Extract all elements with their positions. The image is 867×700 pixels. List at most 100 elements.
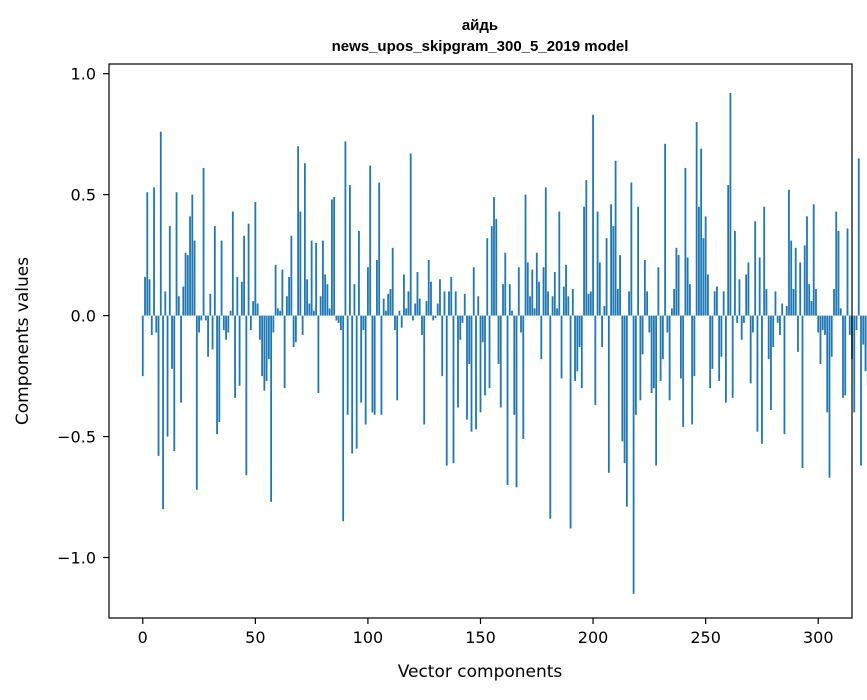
bar bbox=[223, 316, 225, 331]
x-axis-label: Vector components bbox=[398, 662, 563, 682]
bar bbox=[748, 262, 750, 315]
bar bbox=[299, 212, 301, 316]
bar bbox=[660, 316, 662, 381]
bar bbox=[743, 316, 745, 323]
bar bbox=[437, 304, 439, 316]
bar bbox=[826, 316, 828, 413]
x-tick-label: 50 bbox=[245, 628, 265, 647]
bar bbox=[509, 284, 511, 315]
bar bbox=[696, 122, 698, 316]
bar bbox=[360, 316, 362, 403]
bar bbox=[345, 141, 347, 315]
bar bbox=[833, 289, 835, 316]
bar bbox=[203, 168, 205, 316]
bar bbox=[459, 316, 461, 340]
bar bbox=[516, 316, 518, 488]
bar bbox=[579, 316, 581, 347]
bar bbox=[302, 316, 304, 335]
bar bbox=[849, 316, 851, 335]
bar bbox=[270, 316, 272, 502]
bar bbox=[495, 219, 497, 316]
bar bbox=[372, 316, 374, 413]
bar bbox=[682, 316, 684, 427]
bar bbox=[462, 316, 464, 323]
bar bbox=[408, 291, 410, 315]
bar bbox=[414, 304, 416, 316]
bar bbox=[678, 255, 680, 315]
bar bbox=[853, 316, 855, 413]
bar bbox=[565, 265, 567, 316]
bar bbox=[847, 229, 849, 316]
bar bbox=[327, 284, 329, 315]
bar bbox=[518, 267, 520, 315]
bar bbox=[865, 316, 867, 372]
y-axis-label: Components values bbox=[13, 257, 33, 425]
bar bbox=[484, 316, 486, 396]
bar bbox=[381, 316, 383, 415]
bar bbox=[759, 258, 761, 316]
bar bbox=[493, 197, 495, 316]
bar bbox=[426, 301, 428, 316]
bar bbox=[468, 316, 470, 364]
bar bbox=[820, 316, 822, 364]
bar bbox=[435, 316, 437, 318]
bar bbox=[475, 316, 477, 430]
bar bbox=[540, 316, 542, 360]
bar bbox=[342, 316, 344, 522]
bar bbox=[176, 192, 178, 315]
bar bbox=[669, 316, 671, 401]
x-tick-label: 300 bbox=[803, 628, 834, 647]
bar bbox=[700, 149, 702, 316]
bar bbox=[252, 301, 254, 316]
bar bbox=[644, 260, 646, 316]
bar bbox=[376, 260, 378, 316]
bar bbox=[293, 316, 295, 347]
bar bbox=[766, 289, 768, 316]
bar bbox=[603, 306, 605, 316]
bar bbox=[417, 272, 419, 316]
bar bbox=[534, 308, 536, 315]
bar bbox=[196, 316, 198, 490]
bar bbox=[784, 316, 786, 435]
bar bbox=[763, 207, 765, 316]
bar bbox=[428, 260, 430, 316]
bar bbox=[802, 316, 804, 468]
bar bbox=[333, 197, 335, 316]
bar bbox=[423, 316, 425, 425]
bar bbox=[610, 204, 612, 315]
bar bbox=[383, 299, 385, 316]
bar bbox=[538, 282, 540, 316]
bar bbox=[707, 274, 709, 315]
bar bbox=[266, 316, 268, 381]
bar bbox=[781, 304, 783, 316]
bar bbox=[590, 291, 592, 315]
bar bbox=[230, 311, 232, 316]
x-tick-label: 150 bbox=[465, 628, 496, 647]
bar bbox=[336, 316, 338, 321]
bar bbox=[761, 316, 763, 444]
bar bbox=[860, 316, 862, 466]
bar bbox=[788, 190, 790, 316]
bar bbox=[279, 311, 281, 316]
bar bbox=[363, 316, 365, 331]
bar bbox=[430, 282, 432, 316]
bar bbox=[160, 132, 162, 316]
bar bbox=[441, 316, 443, 376]
y-tick-label: 1.0 bbox=[71, 65, 96, 84]
bar bbox=[178, 296, 180, 315]
bar bbox=[721, 316, 723, 357]
bar bbox=[666, 316, 668, 333]
bar bbox=[457, 316, 459, 408]
bar bbox=[320, 296, 322, 315]
bar bbox=[254, 202, 256, 316]
bar bbox=[180, 316, 182, 403]
bar bbox=[637, 207, 639, 316]
bar bbox=[824, 316, 826, 335]
y-tick-label: −1.0 bbox=[57, 549, 96, 568]
bar bbox=[567, 296, 569, 315]
bar bbox=[673, 289, 675, 316]
bar bbox=[606, 238, 608, 315]
bar bbox=[365, 316, 367, 425]
bar bbox=[709, 316, 711, 389]
bar bbox=[340, 316, 342, 331]
